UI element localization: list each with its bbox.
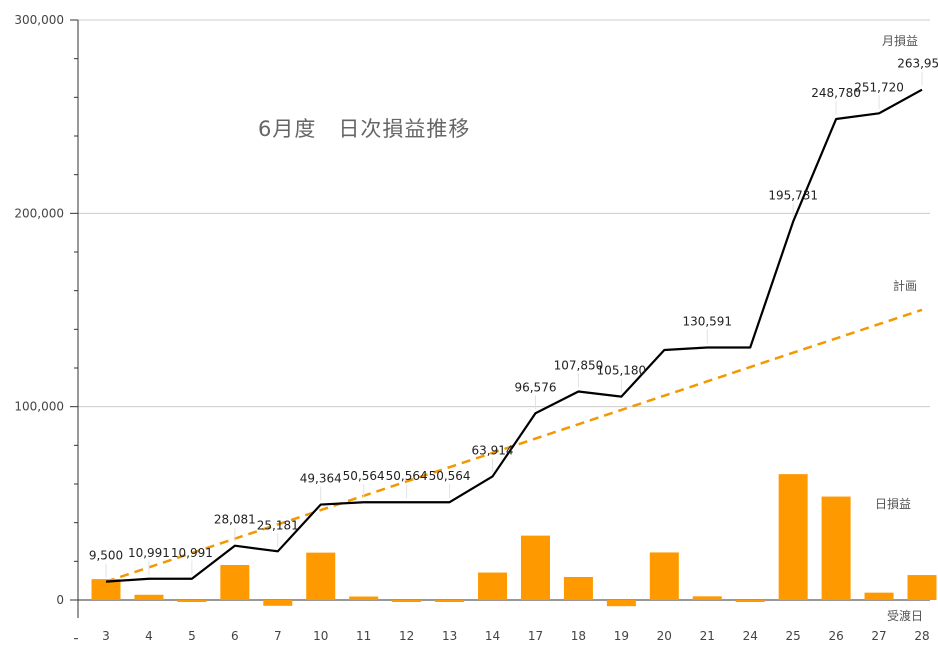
y-tick-label: 200,000 xyxy=(14,206,64,220)
daily-pnl-bar xyxy=(91,579,121,600)
cumulative-data-label: 96,576 xyxy=(514,380,556,394)
x-tick-label: 6 xyxy=(231,629,239,643)
cumulative-data-label: 9,500 xyxy=(89,549,123,563)
chart-title: 6月度 日次損益推移 xyxy=(258,117,470,141)
daily-pnl-bar xyxy=(649,552,679,600)
x-tick-label: 18 xyxy=(571,629,586,643)
cumulative-pnl-line xyxy=(105,88,923,583)
y-tick-label: 0 xyxy=(56,593,64,607)
cumulative-data-label: 63,914 xyxy=(472,443,514,457)
cumulative-data-label: 10,991 xyxy=(171,546,213,560)
x-tick-label: 4 xyxy=(145,629,153,643)
daily-pnl-bar xyxy=(220,565,250,600)
x-tick-label: 13 xyxy=(442,629,457,643)
daily-pnl-bar xyxy=(778,474,808,600)
cumulative-data-label: 130,591 xyxy=(682,315,732,329)
daily-pnl-bar xyxy=(349,596,379,600)
x-tick-label: 11 xyxy=(356,629,371,643)
cumulative-data-label: 50,564 xyxy=(343,469,385,483)
daily-pnl-bar xyxy=(520,535,550,600)
legend-plan: 計画 xyxy=(893,278,917,293)
x-tick-label: 24 xyxy=(743,629,758,643)
x-tick-label: 17 xyxy=(528,629,543,643)
x-axis-label: 受渡日 xyxy=(887,608,923,623)
axes: 0 100,000 200,000 300,000 3 4 5 6 7 10 11 12 13 14 17 1… xyxy=(14,13,930,643)
daily-pnl-bar xyxy=(864,592,894,600)
legend-cumulative-pnl: 月損益 xyxy=(882,33,918,48)
daily-pnl-bar xyxy=(692,596,722,600)
x-tick-label: 10 xyxy=(313,629,328,643)
plan-series-line xyxy=(105,308,923,583)
x-tick-label: 5 xyxy=(188,629,196,643)
x-tick-label: 20 xyxy=(657,629,672,643)
daily-pnl-bar xyxy=(435,600,465,602)
x-tick-label: 7 xyxy=(274,629,282,643)
cumulative-data-label: 107,850 xyxy=(554,358,604,372)
daily-pnl-bar xyxy=(177,600,207,602)
x-tick-label: 27 xyxy=(871,629,886,643)
y-tick-label: 100,000 xyxy=(14,400,64,414)
cumulative-data-label: 105,180 xyxy=(597,364,647,378)
cumulative-series-line xyxy=(105,88,923,583)
x-tick-label: 14 xyxy=(485,629,500,643)
daily-pnl-bar xyxy=(821,496,851,600)
daily-pnl-bar xyxy=(478,572,508,600)
cumulative-data-label: 10,991 xyxy=(128,546,170,560)
x-tick-label: 28 xyxy=(914,629,929,643)
y-tick-label: 300,000 xyxy=(14,13,64,27)
plan-line xyxy=(105,308,923,583)
x-tick-label: 3 xyxy=(102,629,110,643)
cumulative-data-label: 50,564 xyxy=(386,469,428,483)
x-tick-label: 12 xyxy=(399,629,414,643)
gridlines xyxy=(78,19,930,408)
cumulative-data-label: 25,181 xyxy=(257,518,299,532)
daily-pnl-bar xyxy=(563,576,593,600)
cumulative-data-label: 28,081 xyxy=(214,513,256,527)
x-tick-label: 25 xyxy=(786,629,801,643)
daily-pnl-bar xyxy=(735,600,765,602)
x-tick-label: 19 xyxy=(614,629,629,643)
cumulative-data-label: 50,564 xyxy=(429,469,471,483)
cumulative-data-label: 195,731 xyxy=(768,189,818,203)
cumulative-data-label: 263,957 xyxy=(897,57,938,71)
cumulative-data-label: 49,364 xyxy=(300,472,342,486)
daily-pnl-bar xyxy=(306,552,336,600)
daily-pnl-bar xyxy=(606,600,636,607)
legend-daily-pnl: 日損益 xyxy=(875,496,911,511)
daily-pnl-bar xyxy=(392,600,422,602)
cumulative-data-label: 248,780 xyxy=(811,86,861,100)
x-tick-label: 21 xyxy=(700,629,715,643)
cumulative-data-label: 251,720 xyxy=(854,80,904,94)
daily-pnl-bar xyxy=(134,594,164,600)
daily-pnl-bars xyxy=(91,474,937,607)
daily-pnl-bar xyxy=(263,600,293,606)
daily-pnl-bar xyxy=(907,575,937,600)
x-tick-label: 26 xyxy=(828,629,843,643)
